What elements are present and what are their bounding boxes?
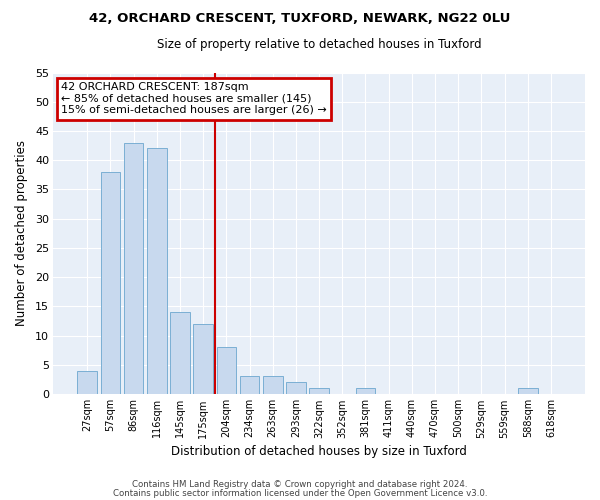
- Bar: [240, 376, 259, 394]
- Title: Size of property relative to detached houses in Tuxford: Size of property relative to detached ho…: [157, 38, 481, 51]
- Bar: [124, 142, 143, 394]
- Bar: [193, 324, 213, 394]
- Y-axis label: Number of detached properties: Number of detached properties: [15, 140, 28, 326]
- Bar: [101, 172, 121, 394]
- Bar: [309, 388, 329, 394]
- Bar: [217, 347, 236, 394]
- Bar: [286, 382, 306, 394]
- Text: 42, ORCHARD CRESCENT, TUXFORD, NEWARK, NG22 0LU: 42, ORCHARD CRESCENT, TUXFORD, NEWARK, N…: [89, 12, 511, 26]
- Bar: [263, 376, 283, 394]
- Text: Contains HM Land Registry data © Crown copyright and database right 2024.: Contains HM Land Registry data © Crown c…: [132, 480, 468, 489]
- X-axis label: Distribution of detached houses by size in Tuxford: Distribution of detached houses by size …: [171, 444, 467, 458]
- Bar: [77, 370, 97, 394]
- Bar: [170, 312, 190, 394]
- Text: 42 ORCHARD CRESCENT: 187sqm
← 85% of detached houses are smaller (145)
15% of se: 42 ORCHARD CRESCENT: 187sqm ← 85% of det…: [61, 82, 327, 116]
- Bar: [356, 388, 376, 394]
- Bar: [518, 388, 538, 394]
- Text: Contains public sector information licensed under the Open Government Licence v3: Contains public sector information licen…: [113, 488, 487, 498]
- Bar: [147, 148, 167, 394]
